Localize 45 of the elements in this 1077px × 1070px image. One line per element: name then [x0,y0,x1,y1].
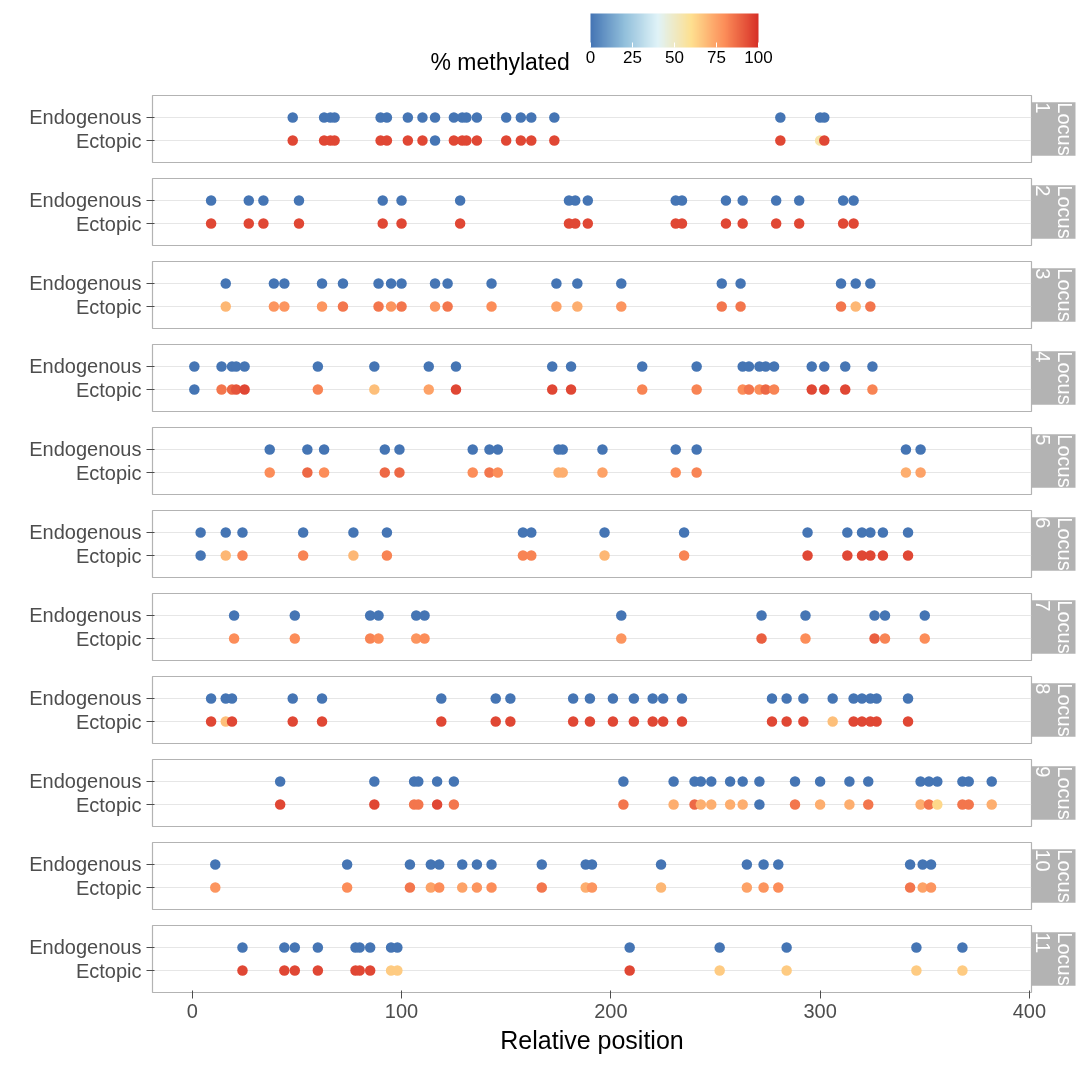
y-tick-label: Ectopic [75,295,142,318]
y-tick-label: Ectopic [75,627,142,650]
y-tick-label: Endogenous [29,272,142,295]
x-tick-label: 400 [1012,999,1047,1022]
text: Locus 7 [1031,600,1076,654]
x-axis-title: Relative position [500,1025,684,1054]
y-tick-label: Ectopic [75,710,142,733]
y-tick-label: Endogenous [29,604,142,627]
y-tick-label: Ectopic [75,544,142,567]
y-tick-label: Ectopic [75,129,142,152]
text: Locus 2 [1031,185,1076,239]
text: Locus 1 [1031,102,1076,156]
y-tick-label: Endogenous [29,106,142,129]
y-tick-label: Endogenous [29,770,142,793]
y-tick-label: Ectopic [75,876,142,899]
x-tick-label: 300 [803,999,837,1022]
y-tick-label: Endogenous [29,521,142,544]
y-tick-label: Ectopic [75,212,142,235]
text: Locus 11 [1031,932,1076,986]
color-bar-title: % methylated [430,48,570,75]
x-tick-label: 0 [186,999,198,1022]
color-bar-label: 50 [665,47,684,67]
y-tick-label: Endogenous [29,189,142,212]
y-tick-label: Ectopic [75,793,142,816]
text: Locus 3 [1031,268,1076,322]
y-tick-label: Endogenous [29,355,142,378]
y-tick-label: Endogenous [29,853,142,876]
y-tick-label: Ectopic [75,959,142,982]
y-tick-label: Endogenous [29,438,142,461]
color-bar-label: 75 [707,47,726,67]
text: Locus 4 [1031,351,1076,405]
text: Locus 10 [1031,849,1076,903]
y-tick-label: Ectopic [75,378,142,401]
color-bar-label: 25 [623,47,642,67]
text: Locus 5 [1031,434,1076,488]
y-tick-label: Endogenous [29,936,142,959]
text: Locus 8 [1031,683,1076,737]
color-bar-label: 100 [744,47,773,67]
color-bar-label: 0 [585,47,596,67]
text: Locus 6 [1031,517,1076,571]
y-tick-label: Ectopic [75,461,142,484]
x-tick-label: 100 [384,999,419,1022]
text: Locus 9 [1031,766,1076,820]
x-tick-label: 200 [594,999,628,1022]
y-tick-label: Endogenous [29,687,142,710]
